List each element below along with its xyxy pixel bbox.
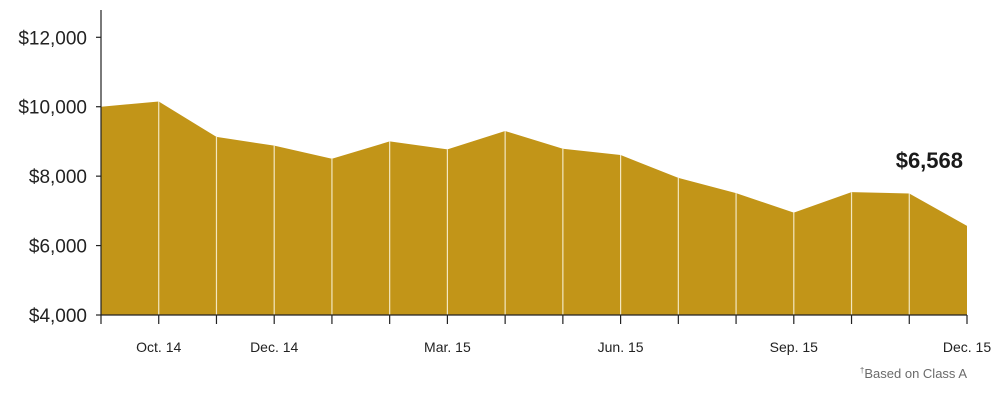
x-tick-label: Jun. 15 [598,339,644,355]
footnote-marker: † [859,366,865,375]
footnote: †Based on Class A [860,366,967,381]
y-tick-label: $6,000 [29,237,87,258]
y-tick-label: $10,000 [18,98,87,119]
footnote-text: Based on Class A [864,366,967,381]
x-tick-label: Oct. 14 [136,339,181,355]
y-tick-label: $12,000 [18,28,87,49]
area-fill [101,101,967,315]
x-tick-label: Mar. 15 [424,339,471,355]
x-tick-label: Dec. 14 [250,339,298,355]
x-tick-label: Dec. 15 [943,339,991,355]
end-value-annotation: $6,568 [896,148,963,173]
x-tick-label: Sep. 15 [770,339,818,355]
y-tick-label: $4,000 [29,306,87,327]
y-tick-label: $8,000 [29,167,87,188]
